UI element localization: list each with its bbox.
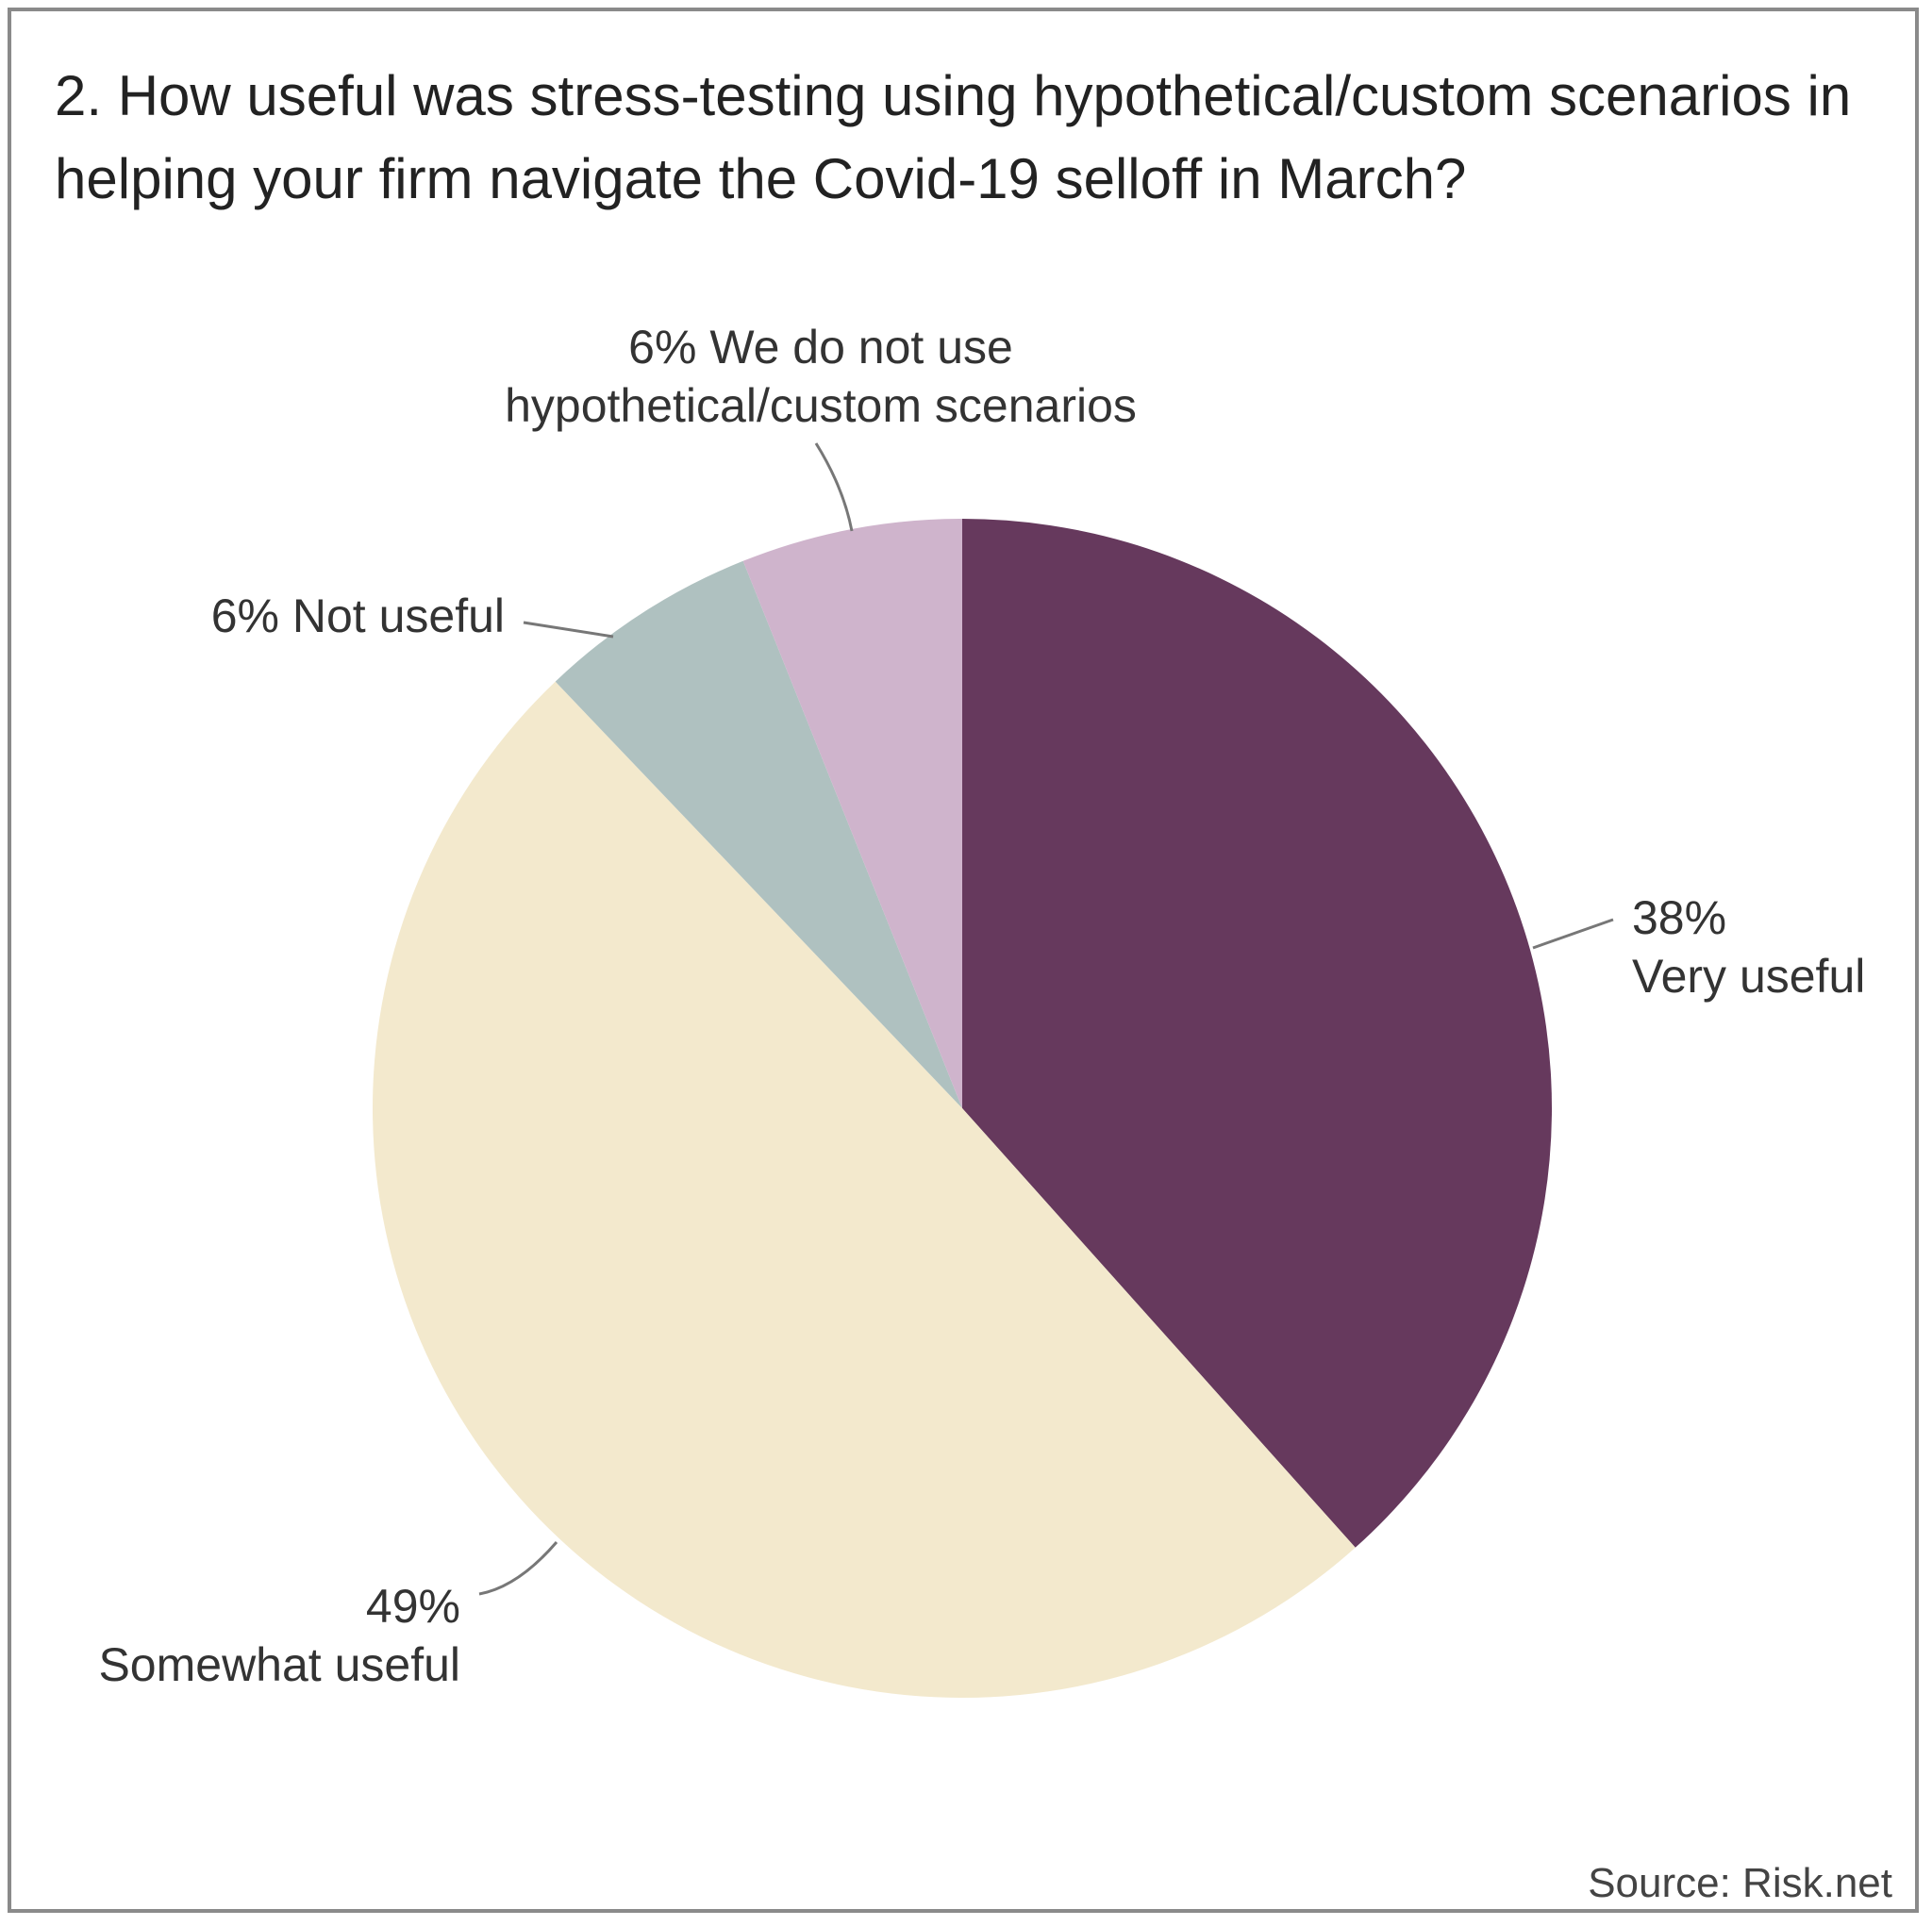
slice-label: 6% We do not use hypothetical/custom scen… (505, 321, 1137, 432)
pie-slices (372, 519, 1552, 1699)
source-note: Source: Risk.net (1588, 1860, 1892, 1906)
leader-line (1532, 918, 1614, 950)
pie-slice-somewhat-useful (372, 681, 1356, 1699)
slice-label-line: 6% Not useful (211, 589, 505, 642)
pie-slice-we-do-not-use-hypothetical-custom-scenarios (742, 519, 962, 1108)
slice-label: 49% Somewhat useful (98, 1580, 460, 1691)
slice-label: 6% Not useful (211, 589, 505, 642)
pie-slice-not-useful (555, 560, 962, 1108)
slice-label: 38% Very useful (1632, 891, 1865, 1003)
slice-label-line: Somewhat useful (98, 1638, 460, 1691)
slice-label-line: Very useful (1632, 950, 1865, 1003)
slice-label-line: 38% (1632, 891, 1726, 944)
leader-line (478, 1541, 558, 1596)
leader-line (523, 621, 614, 639)
slice-label-line: 49% (366, 1580, 460, 1633)
slice-label-line: 6% We do not use (628, 321, 1013, 374)
pie-slice-very-useful (962, 519, 1552, 1548)
chart-title: 2. How useful was stress-testing using h… (55, 64, 1852, 210)
leader-line (814, 442, 854, 532)
slice-label-line: hypothetical/custom scenarios (505, 379, 1137, 432)
slice-labels: 38% Very useful 49% Somewhat useful 6% Not u… (98, 321, 1865, 1691)
label-leaders (478, 442, 1614, 1596)
